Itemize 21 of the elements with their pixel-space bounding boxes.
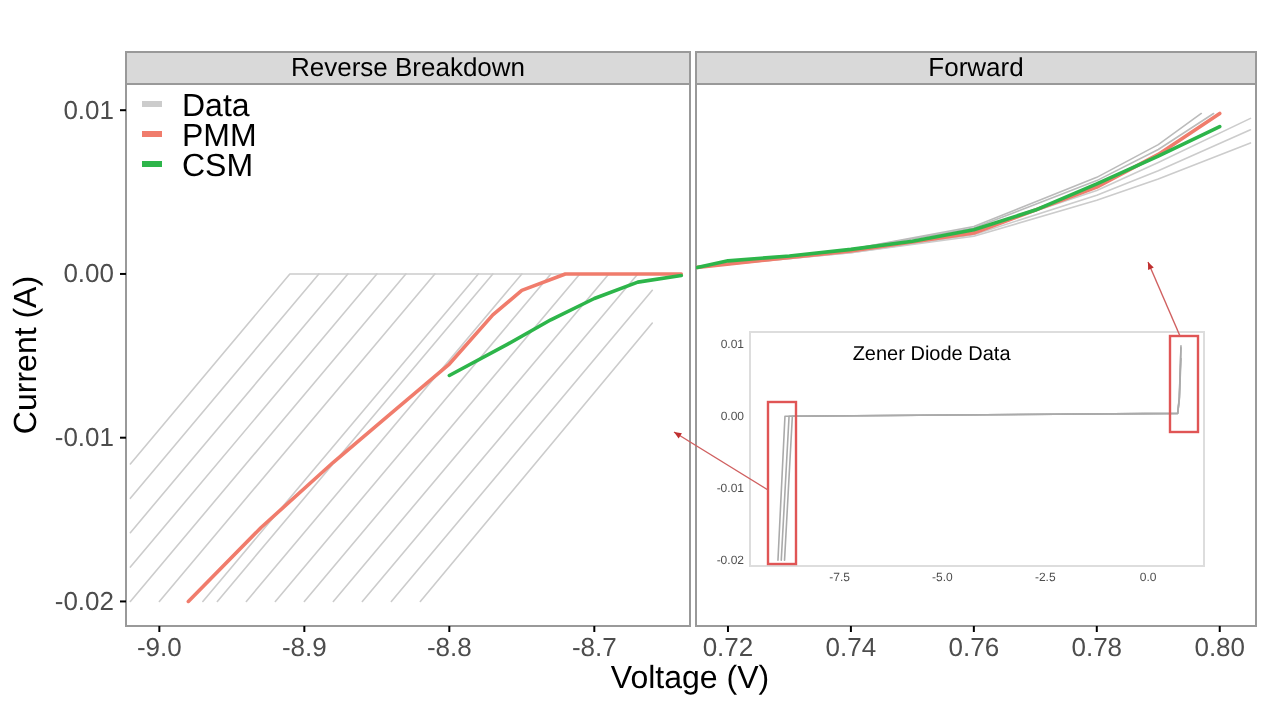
y-tick-label: 0.00 [63, 258, 114, 289]
legend-label: Data [182, 90, 250, 124]
x-tick-label: 0.74 [825, 632, 877, 663]
x-tick-label: 0.80 [1194, 632, 1246, 663]
chart-title: Reverse Breakdown [290, 52, 526, 82]
legend-label: PMM [182, 120, 257, 154]
y-axis-title: Current (A) [10, 275, 44, 435]
x-tick-label: 0.78 [1071, 632, 1123, 663]
x-tick-label: 0.76 [948, 632, 1000, 663]
x-axis-title: Voltage (V) [610, 662, 770, 696]
x-tick-label: -8.7 [571, 632, 617, 663]
x-tick-label: -9.0 [136, 632, 182, 663]
chart-title: Forward [928, 52, 1024, 82]
y-tick-label: -0.01 [54, 422, 114, 453]
x-tick-label: -8.8 [426, 632, 472, 663]
x-tick-label: -8.9 [281, 632, 327, 663]
y-tick-label: 0.01 [63, 94, 114, 125]
text: Zener Diode Data [852, 344, 1012, 366]
y-tick-label: -0.02 [54, 585, 114, 616]
x-tick-label: 0.72 [702, 632, 754, 663]
legend-label: CSM [182, 150, 254, 184]
